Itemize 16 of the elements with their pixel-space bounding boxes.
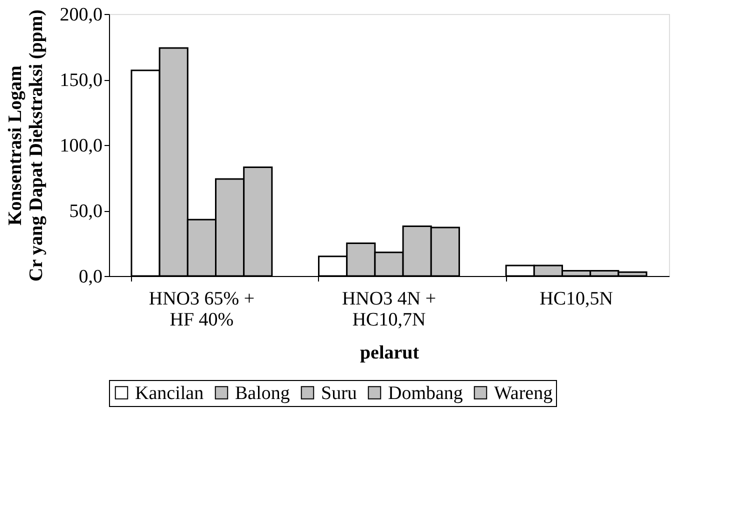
legend-label: Suru (321, 382, 358, 404)
x-tick-label: HNO3 4N + HC10,7N (342, 288, 436, 330)
x-axis-title: pelarut (360, 342, 420, 364)
legend-label: Balong (235, 382, 290, 404)
y-tick-label: 150,0 (60, 70, 102, 91)
y-tick-label: 200,0 (60, 4, 102, 26)
text: Konsentrasi Logam (4, 66, 26, 226)
legend-label: Wareng (494, 382, 554, 404)
x-tick-label: HNO3 65% + HF 40% (148, 288, 255, 330)
x-tick-label: HC10,5N (540, 288, 614, 310)
text: Cr yang Dapat Diekstraksi (ppm) (26, 9, 47, 282)
legend-label: Dombang (388, 382, 464, 404)
y-tick-label: 0,0 (78, 266, 102, 288)
y-tick-label: 100,0 (60, 136, 102, 156)
y-tick-label: 50,0 (69, 201, 102, 222)
legend-label: Kancilan (135, 382, 204, 404)
